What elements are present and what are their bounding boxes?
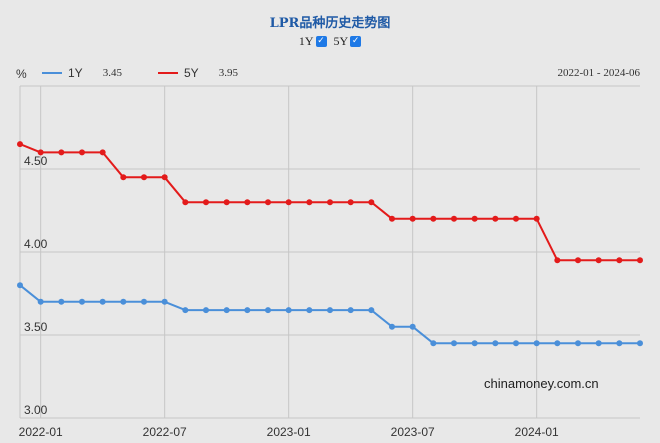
legend-name-1y: 1Y: [68, 66, 83, 80]
tick-labels: 3.00 3.50 4.00 4.50 2022-01 2022-07 2023-01 202…: [19, 154, 559, 439]
y-tick-label: 4.50: [24, 154, 48, 168]
data-point-5Y[interactable]: [17, 141, 23, 148]
data-point-1Y[interactable]: [203, 307, 209, 314]
date-range: 2022-01 - 2024-06: [557, 67, 641, 79]
data-point-5Y[interactable]: [471, 215, 478, 222]
toggle-5y-label: 5Y: [333, 34, 349, 48]
series-lines: [17, 141, 643, 347]
legend-name-5y: 5Y: [184, 66, 199, 80]
y-tick-label: 3.50: [24, 320, 48, 334]
data-point-1Y[interactable]: [306, 307, 313, 314]
x-tick-label: 2023-07: [391, 425, 435, 439]
data-point-1Y[interactable]: [182, 307, 189, 314]
data-point-1Y[interactable]: [99, 298, 106, 305]
data-point-5Y[interactable]: [368, 199, 375, 206]
data-point-5Y[interactable]: [637, 257, 643, 264]
data-point-5Y[interactable]: [616, 257, 623, 264]
data-point-1Y[interactable]: [17, 282, 23, 289]
data-point-5Y[interactable]: [492, 215, 499, 222]
series-1Y: [17, 282, 643, 347]
data-point-5Y[interactable]: [575, 257, 581, 264]
data-point-1Y[interactable]: [79, 298, 85, 305]
data-point-1Y[interactable]: [265, 307, 271, 314]
data-point-5Y[interactable]: [265, 199, 271, 206]
data-point-5Y[interactable]: [37, 149, 44, 156]
legend-value-1y: 3.45: [102, 67, 122, 79]
data-point-5Y[interactable]: [451, 215, 457, 222]
data-point-5Y[interactable]: [141, 174, 147, 181]
data-point-1Y[interactable]: [492, 340, 499, 347]
legend-item-1y[interactable]: 1Y 3.45: [42, 66, 122, 80]
data-point-5Y[interactable]: [285, 199, 292, 206]
chart-title: LPR品种历史走势图: [269, 16, 391, 31]
data-point-5Y[interactable]: [161, 174, 168, 181]
toggle-5y[interactable]: 5Y ✓: [334, 34, 362, 49]
checkbox-checked-icon[interactable]: ✓: [315, 36, 327, 47]
data-point-5Y[interactable]: [306, 199, 313, 206]
data-point-5Y[interactable]: [99, 149, 106, 156]
toggle-1y-label: 1Y: [298, 34, 314, 48]
data-point-1Y[interactable]: [451, 340, 457, 347]
data-point-5Y[interactable]: [409, 215, 416, 222]
x-tick-label: 2023-01: [267, 425, 311, 439]
data-point-5Y[interactable]: [203, 199, 209, 206]
data-point-1Y[interactable]: [616, 340, 623, 347]
toggle-1y[interactable]: 1Y ✓: [299, 34, 327, 49]
data-point-1Y[interactable]: [58, 298, 65, 305]
data-point-5Y[interactable]: [120, 174, 127, 181]
legend-line-icon: [42, 72, 62, 74]
data-point-1Y[interactable]: [409, 323, 416, 330]
data-point-1Y[interactable]: [141, 298, 147, 305]
y-tick-label: 3.00: [24, 403, 48, 417]
data-point-5Y[interactable]: [182, 199, 189, 206]
data-point-1Y[interactable]: [285, 307, 292, 314]
data-point-5Y[interactable]: [223, 199, 230, 206]
data-point-5Y[interactable]: [58, 149, 65, 156]
x-tick-label: 2022-07: [143, 425, 187, 439]
data-point-5Y[interactable]: [347, 199, 354, 206]
series-5Y: [17, 141, 643, 264]
watermark: chinamoney.com.cn: [484, 376, 599, 391]
data-point-1Y[interactable]: [513, 340, 519, 347]
legend-value-5y: 3.95: [218, 67, 238, 79]
legend: % 1Y 3.45 5Y 3.95 2022-01 - 2024-06: [0, 66, 660, 84]
data-point-5Y[interactable]: [430, 215, 437, 222]
y-tick-label: 4.00: [24, 237, 48, 251]
data-point-5Y[interactable]: [554, 257, 561, 264]
data-point-1Y[interactable]: [595, 340, 602, 347]
checkbox-checked-icon[interactable]: ✓: [350, 36, 362, 47]
data-point-5Y[interactable]: [327, 199, 333, 206]
data-point-1Y[interactable]: [533, 340, 540, 347]
data-point-1Y[interactable]: [430, 340, 437, 347]
data-point-1Y[interactable]: [347, 307, 354, 314]
data-point-1Y[interactable]: [471, 340, 478, 347]
data-point-5Y[interactable]: [533, 215, 540, 222]
data-point-5Y[interactable]: [595, 257, 602, 264]
data-point-1Y[interactable]: [368, 307, 375, 314]
data-point-1Y[interactable]: [327, 307, 333, 314]
grid: [19, 85, 640, 419]
data-point-1Y[interactable]: [389, 323, 395, 330]
data-point-1Y[interactable]: [223, 307, 230, 314]
data-point-1Y[interactable]: [37, 298, 44, 305]
data-point-5Y[interactable]: [513, 215, 519, 222]
legend-item-5y[interactable]: 5Y 3.95: [158, 66, 238, 80]
unit-label: %: [16, 67, 27, 81]
data-point-5Y[interactable]: [389, 215, 395, 222]
data-point-1Y[interactable]: [244, 307, 251, 314]
data-point-1Y[interactable]: [120, 298, 127, 305]
data-point-1Y[interactable]: [637, 340, 643, 347]
data-point-1Y[interactable]: [554, 340, 561, 347]
x-tick-label: 2022-01: [19, 425, 63, 439]
data-point-5Y[interactable]: [244, 199, 251, 206]
x-tick-label: 2024-01: [515, 425, 559, 439]
legend-line-icon: [158, 72, 178, 74]
data-point-1Y[interactable]: [575, 340, 581, 347]
series-toggles: 1Y ✓ 5Y ✓: [0, 34, 660, 49]
data-point-5Y[interactable]: [79, 149, 85, 156]
data-point-1Y[interactable]: [161, 298, 168, 305]
